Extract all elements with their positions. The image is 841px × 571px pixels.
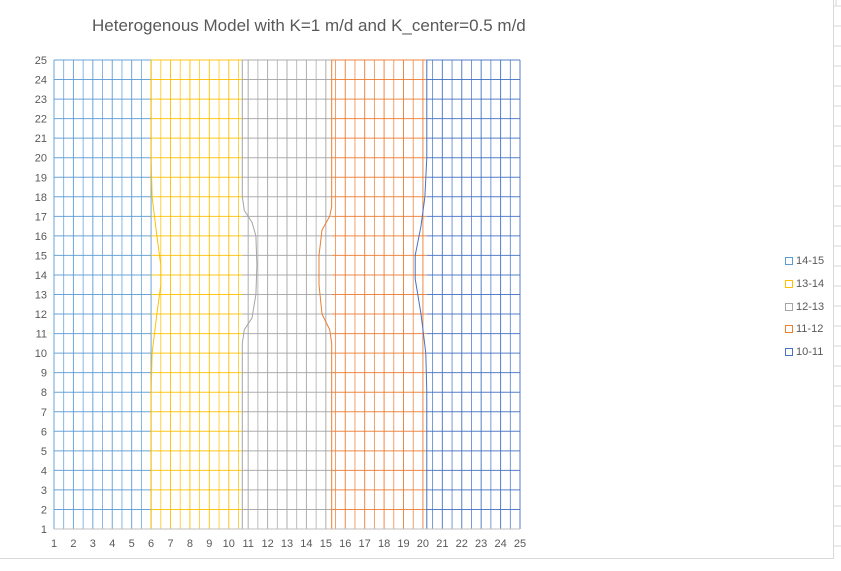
legend-swatch [785, 302, 793, 311]
x-tick-label: 16 [339, 538, 351, 550]
x-tick-label: 2 [70, 538, 76, 550]
legend-label: 14-15 [796, 255, 825, 268]
y-tick-label: 25 [35, 55, 47, 67]
y-tick-label: 6 [41, 426, 47, 438]
x-tick-label: 18 [378, 538, 390, 550]
y-tick-label: 15 [35, 250, 47, 262]
legend-swatch [785, 257, 793, 266]
y-tick-label: 13 [35, 290, 47, 302]
y-tick-label: 11 [36, 329, 47, 341]
y-tick-label: 3 [41, 485, 47, 497]
y-tick-label: 14 [35, 270, 47, 282]
y-tick-label: 1 [41, 524, 47, 536]
y-tick-label: 23 [35, 94, 47, 106]
y-tick-label: 4 [41, 465, 47, 477]
contour-line [318, 60, 333, 529]
x-tick-label: 5 [129, 538, 135, 550]
legend-item[interactable]: 13-14 [785, 273, 824, 296]
y-tick-label: 12 [35, 309, 47, 321]
y-tick-label: 16 [35, 231, 47, 243]
x-tick-label: 7 [167, 538, 173, 550]
legend-label: 13-14 [796, 278, 825, 291]
y-tick-label: 7 [41, 407, 47, 419]
legend[interactable]: 14-15 13-14 12-13 11-12 10-11 [785, 250, 824, 363]
y-tick-label: 2 [41, 504, 47, 516]
y-tick-label: 21 [35, 133, 47, 145]
x-tick-label: 25 [514, 538, 526, 550]
x-tick-label: 24 [494, 538, 506, 550]
legend-item[interactable]: 11-12 [785, 318, 824, 341]
x-tick-label: 19 [397, 538, 409, 550]
x-tick-label: 10 [223, 538, 235, 550]
legend-label: 10-11 [796, 346, 824, 359]
legend-label: 12-13 [796, 300, 825, 313]
y-tick-label: 9 [41, 368, 47, 380]
y-tick-label: 24 [35, 75, 47, 87]
x-tick-label: 21 [436, 538, 448, 550]
legend-label: 11-12 [796, 323, 824, 336]
y-tick-label: 22 [35, 114, 47, 126]
y-tick-label: 10 [35, 348, 47, 360]
x-tick-label: 23 [475, 538, 487, 550]
legend-item[interactable]: 10-11 [785, 341, 824, 364]
plot-area: 1 2 3 4 5 6 7 8 9 10 11 12 13 14 15 16 17 18 19 20 21 22 23 24 2… [35, 55, 526, 550]
legend-item[interactable]: 14-15 [785, 250, 824, 273]
y-tick-label: 20 [35, 153, 47, 165]
x-tick-label: 14 [300, 538, 312, 550]
contour-line [414, 60, 428, 529]
x-tick-label: 3 [90, 538, 96, 550]
x-tick-label: 11 [242, 538, 253, 550]
x-tick-label: 17 [359, 538, 371, 550]
x-tick-label: 20 [417, 538, 429, 550]
chart-area[interactable]: Heterogenous Model with K=1 m/d and K_ce… [0, 0, 834, 559]
legend-swatch [785, 280, 793, 289]
x-tick-label: 6 [148, 538, 154, 550]
contour-line [241, 60, 258, 529]
x-tick-label: 22 [456, 538, 468, 550]
y-tick-label: 8 [41, 387, 47, 399]
y-tick-label: 19 [35, 172, 47, 184]
y-tick-label: 18 [35, 192, 47, 204]
chart-title: Heterogenous Model with K=1 m/d and K_ce… [92, 16, 526, 35]
x-tick-label: 8 [187, 538, 193, 550]
x-tick-label: 13 [281, 538, 293, 550]
y-tick-label: 5 [41, 446, 47, 458]
x-tick-label: 9 [206, 538, 212, 550]
legend-item[interactable]: 12-13 [785, 295, 824, 318]
x-tick-label: 4 [109, 538, 115, 550]
x-tick-label: 15 [320, 538, 332, 550]
legend-swatch [785, 348, 793, 357]
x-tick-label: 12 [261, 538, 273, 550]
legend-swatch [785, 325, 793, 334]
y-tick-label: 17 [35, 211, 47, 223]
x-tick-label: 1 [51, 538, 57, 550]
contour-line [150, 60, 162, 529]
